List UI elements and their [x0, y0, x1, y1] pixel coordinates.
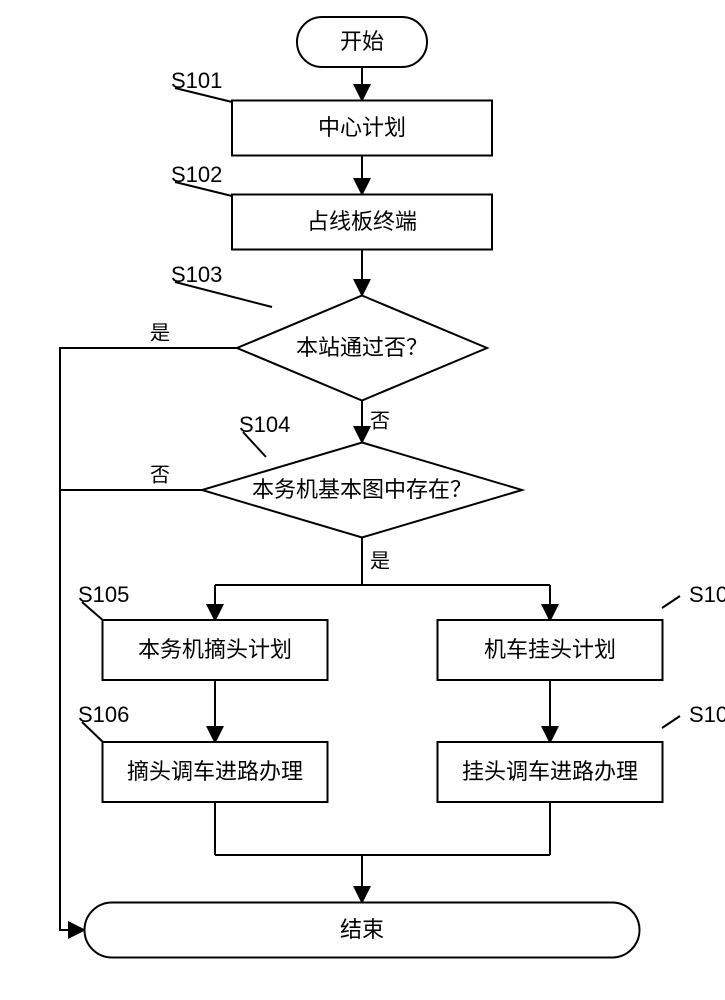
- edge-label: 否: [370, 410, 390, 432]
- edge-label: 否: [150, 464, 170, 486]
- step-tag: S107: [689, 582, 725, 607]
- node-s107: 机车挂头计划: [438, 620, 663, 680]
- node-label: 结束: [340, 917, 384, 942]
- edge-label: 是: [150, 322, 170, 344]
- step-tag: S103: [171, 262, 222, 287]
- step-tag: S105: [78, 582, 129, 607]
- tag-leader: [662, 716, 680, 728]
- step-tag: S104: [239, 412, 290, 437]
- node-label: 本务机基本图中存在？: [252, 477, 472, 502]
- node-s106: 摘头调车进路办理: [103, 742, 328, 802]
- node-s103: 本站通过否？: [237, 296, 487, 401]
- node-label: 中心计划: [318, 115, 406, 140]
- step-tag: S102: [171, 162, 222, 187]
- node-s108: 挂头调车进路办理: [438, 742, 663, 802]
- node-label: 占线板终端: [307, 209, 417, 234]
- node-label: 本务机摘头计划: [138, 637, 292, 662]
- node-label: 本站通过否？: [296, 335, 428, 360]
- step-tag: S101: [171, 68, 222, 93]
- node-s105: 本务机摘头计划: [103, 620, 328, 680]
- tag-leader: [662, 596, 680, 608]
- node-end: 结束: [85, 903, 640, 958]
- step-tag: S106: [78, 702, 129, 727]
- step-tag: S108: [689, 702, 725, 727]
- node-label: 挂头调车进路办理: [462, 759, 638, 784]
- node-s102: 占线板终端: [232, 195, 492, 250]
- node-s101: 中心计划: [232, 101, 492, 156]
- node-start: 开始: [297, 17, 427, 67]
- edge-label: 是: [370, 550, 390, 572]
- flowchart-canvas: 否是否是开始中心计划S101占线板终端S102本站通过否？S103本务机基本图中…: [0, 0, 725, 1000]
- node-label: 机车挂头计划: [484, 637, 616, 662]
- node-label: 摘头调车进路办理: [127, 759, 303, 784]
- node-label: 开始: [340, 29, 384, 54]
- node-s104: 本务机基本图中存在？: [202, 443, 522, 538]
